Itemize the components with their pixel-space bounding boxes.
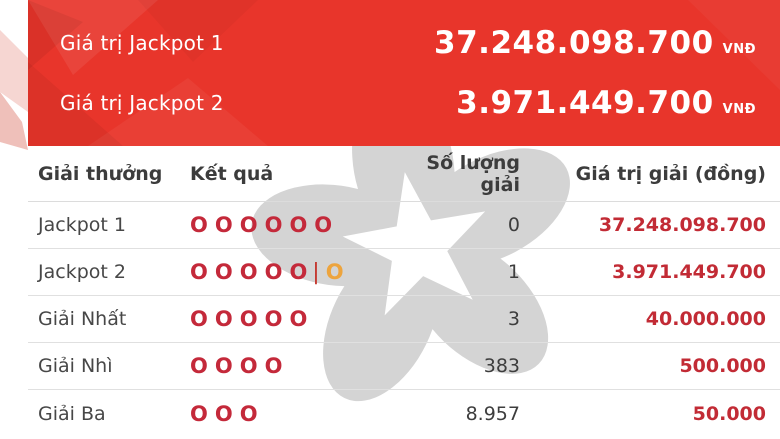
header-value: Giá trị giải (đồng): [575, 162, 766, 185]
result-ball: O: [264, 213, 290, 237]
result-ball: O: [289, 213, 315, 237]
left-margin-decor: [0, 0, 28, 439]
prize-value: 50.000: [692, 402, 766, 425]
jackpot2-label: Giá trị Jackpot 2: [60, 91, 224, 115]
jackpot2-amount: 3.971.449.700: [456, 85, 714, 121]
table-row: Giải Nhì OOOO 383 500.000: [28, 343, 780, 390]
jackpot2-value: 3.971.449.700 VNĐ: [456, 85, 756, 121]
prize-name: Jackpot 2: [38, 261, 126, 283]
result-ball: O: [190, 307, 215, 331]
result-balls: OOOOO| O: [186, 260, 398, 285]
result-ball: O: [264, 354, 290, 378]
result-ball: O: [214, 213, 240, 237]
result-ball: O: [190, 259, 215, 284]
header-count: Số lượng giải: [426, 151, 520, 196]
result-ball: O: [289, 259, 315, 284]
result-ball: O: [214, 354, 240, 378]
table-header-row: Giải thưởng Kết quả Số lượng giải Giá tr…: [28, 146, 780, 202]
jackpot-banner: Giá trị Jackpot 1 37.248.098.700 VNĐ Giá…: [28, 0, 780, 146]
prize-name: Giải Ba: [38, 402, 106, 425]
result-balls: OOOO: [186, 354, 398, 378]
prize-name: Jackpot 1: [38, 214, 126, 236]
prize-count: 0: [507, 214, 520, 236]
result-ball: O: [190, 213, 215, 237]
result-ball: O: [264, 307, 290, 331]
result-balls: OOO: [186, 402, 398, 426]
bonus-ball: O: [325, 259, 351, 284]
prize-name: Giải Nhất: [38, 308, 127, 330]
result-ball: O: [314, 213, 340, 237]
result-ball: O: [190, 401, 215, 426]
jackpot1-banner-row: Giá trị Jackpot 1 37.248.098.700 VNĐ: [60, 14, 756, 72]
prize-value: 37.248.098.700: [598, 214, 766, 236]
table-row: Giải Ba OOO 8.957 50.000: [28, 390, 780, 437]
prize-count: 383: [483, 355, 520, 377]
result-ball: O: [239, 307, 265, 331]
result-ball: O: [214, 259, 240, 284]
table-row: Jackpot 1 OOOOOO 0 37.248.098.700: [28, 202, 780, 249]
header-prize: Giải thưởng: [38, 162, 163, 185]
prize-count: 8.957: [465, 402, 520, 425]
result-ball: O: [239, 213, 265, 237]
result-ball: O: [239, 401, 265, 426]
jackpot1-amount: 37.248.098.700: [434, 25, 714, 61]
prize-name: Giải Nhì: [38, 355, 113, 377]
header-result: Kết quả: [190, 162, 274, 185]
jackpot1-value: 37.248.098.700 VNĐ: [434, 25, 756, 61]
jackpot1-currency: VNĐ: [722, 42, 756, 57]
result-ball: O: [214, 401, 240, 426]
result-ball: O: [239, 259, 265, 284]
banner-lowpoly-texture: [28, 0, 780, 146]
result-ball: O: [190, 354, 215, 378]
result-ball: O: [239, 354, 265, 378]
prize-count: 1: [507, 261, 520, 283]
result-ball: O: [264, 259, 290, 284]
table-row: Giải Nhất OOOOO 3 40.000.000: [28, 296, 780, 343]
jackpot2-banner-row: Giá trị Jackpot 2 3.971.449.700 VNĐ: [60, 74, 756, 132]
jackpot2-currency: VNĐ: [722, 102, 756, 117]
result-ball: O: [289, 307, 315, 331]
result-balls: OOOOOO: [186, 213, 398, 237]
prize-value: 3.971.449.700: [612, 261, 766, 283]
result-balls: OOOOO: [186, 307, 398, 331]
prize-count: 3: [507, 308, 520, 330]
prize-value: 500.000: [679, 355, 766, 377]
prize-results-table: Giải thưởng Kết quả Số lượng giải Giá tr…: [28, 146, 780, 437]
table-row: Jackpot 2 OOOOO| O 1 3.971.449.700: [28, 249, 780, 296]
result-ball: O: [214, 307, 240, 331]
prize-value: 40.000.000: [645, 308, 766, 330]
bonus-separator: |: [312, 259, 320, 285]
jackpot1-label: Giá trị Jackpot 1: [60, 31, 224, 55]
